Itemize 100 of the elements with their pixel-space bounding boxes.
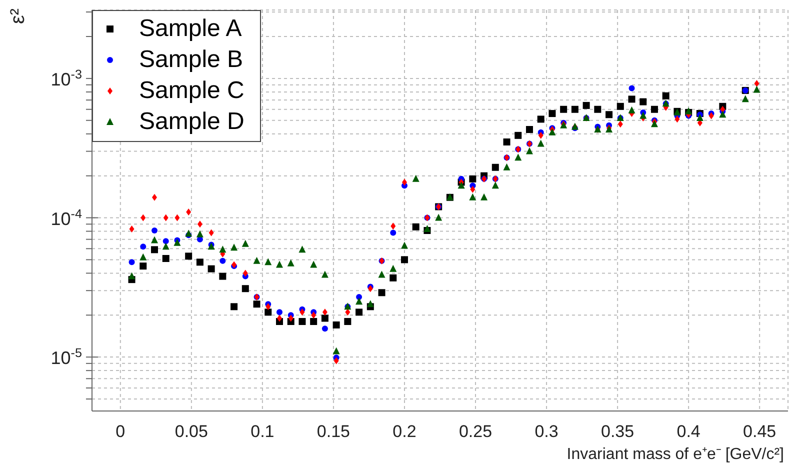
point bbox=[242, 240, 249, 247]
point bbox=[720, 106, 726, 113]
y-tick-label: 10$^{-4}$ bbox=[50, 206, 82, 229]
point bbox=[492, 182, 499, 189]
x-tick-label: 0.05 bbox=[174, 422, 208, 441]
point bbox=[197, 220, 202, 228]
x-tick-label: 0.35 bbox=[601, 422, 634, 441]
point bbox=[321, 270, 328, 278]
x-tick-label: 0.1 bbox=[250, 422, 274, 441]
point bbox=[129, 226, 134, 233]
point bbox=[560, 106, 568, 113]
point bbox=[310, 260, 318, 268]
x-axis-title: Invariant mass of e⁺e⁻ [GeV/c²] bbox=[566, 446, 784, 463]
legend-label: Sample C bbox=[139, 76, 244, 106]
x-tick-label: 0.2 bbox=[392, 422, 416, 441]
point bbox=[140, 253, 147, 260]
point bbox=[378, 289, 386, 296]
point bbox=[640, 98, 647, 106]
point bbox=[298, 246, 306, 253]
point bbox=[514, 154, 522, 161]
point bbox=[186, 208, 192, 216]
point bbox=[310, 318, 318, 325]
point bbox=[469, 175, 476, 182]
point bbox=[618, 120, 623, 128]
point bbox=[402, 178, 407, 186]
point bbox=[322, 326, 328, 332]
point bbox=[526, 126, 533, 134]
point bbox=[162, 254, 170, 262]
x-tick-label: 0.45 bbox=[743, 422, 776, 441]
point bbox=[650, 106, 658, 113]
point bbox=[548, 128, 556, 136]
x-tick-label: 0.4 bbox=[676, 422, 700, 441]
point bbox=[435, 214, 442, 221]
point bbox=[230, 244, 238, 251]
point bbox=[582, 102, 590, 109]
point bbox=[163, 214, 168, 222]
point bbox=[344, 318, 352, 325]
point bbox=[368, 285, 373, 292]
x-tick-label: 0 bbox=[116, 422, 126, 441]
point bbox=[412, 174, 420, 182]
point bbox=[334, 357, 339, 364]
point bbox=[356, 298, 363, 305]
point bbox=[128, 259, 135, 266]
point bbox=[606, 111, 613, 118]
point bbox=[514, 132, 522, 139]
x-tick-label: 0.25 bbox=[458, 422, 492, 441]
point bbox=[537, 116, 544, 123]
point bbox=[662, 92, 670, 100]
point bbox=[628, 106, 636, 114]
point bbox=[332, 321, 340, 328]
point bbox=[616, 102, 624, 110]
point bbox=[366, 300, 374, 308]
point bbox=[219, 246, 226, 253]
point bbox=[253, 300, 260, 308]
point bbox=[470, 186, 476, 193]
point bbox=[242, 285, 249, 292]
point bbox=[537, 140, 544, 147]
point bbox=[140, 262, 147, 270]
point bbox=[719, 110, 726, 118]
point bbox=[151, 246, 158, 254]
point bbox=[345, 308, 350, 316]
point bbox=[412, 223, 420, 230]
point bbox=[538, 132, 544, 139]
point bbox=[253, 256, 260, 264]
point bbox=[162, 242, 170, 250]
point bbox=[390, 274, 397, 282]
point bbox=[276, 309, 282, 316]
point bbox=[742, 95, 749, 102]
point bbox=[322, 308, 328, 316]
point bbox=[311, 312, 316, 319]
point bbox=[185, 252, 192, 260]
point bbox=[242, 270, 248, 277]
point bbox=[140, 244, 146, 250]
point bbox=[208, 229, 214, 236]
point bbox=[640, 112, 647, 119]
point bbox=[276, 260, 283, 268]
point bbox=[480, 193, 488, 200]
point bbox=[503, 163, 510, 170]
point bbox=[400, 242, 408, 249]
point bbox=[264, 258, 272, 266]
point bbox=[140, 214, 146, 222]
point bbox=[321, 314, 328, 322]
point bbox=[708, 112, 714, 120]
point bbox=[674, 116, 680, 123]
point bbox=[754, 80, 760, 87]
point bbox=[356, 308, 363, 316]
point bbox=[264, 308, 272, 316]
point bbox=[196, 230, 204, 238]
point bbox=[390, 264, 397, 272]
point bbox=[469, 193, 476, 200]
point bbox=[220, 258, 226, 264]
point bbox=[162, 238, 169, 244]
point bbox=[152, 228, 158, 234]
point bbox=[503, 138, 510, 146]
point bbox=[300, 308, 305, 316]
point bbox=[196, 258, 204, 266]
y-tick-label: 10$^{-5}$ bbox=[50, 346, 82, 368]
point bbox=[208, 265, 215, 272]
point bbox=[594, 106, 602, 113]
point bbox=[400, 256, 408, 264]
